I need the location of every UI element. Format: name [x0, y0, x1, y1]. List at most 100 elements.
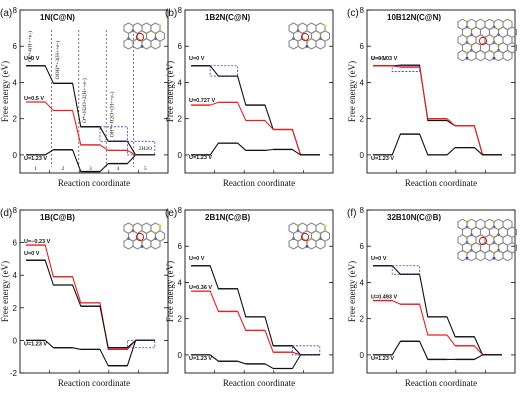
y-axis-label: Free energy (eV) — [347, 261, 357, 322]
active-site-marker — [135, 232, 145, 242]
active-site-marker — [300, 32, 310, 42]
nitrogen-atom — [305, 245, 309, 248]
intermediate-label: 2H2O — [139, 146, 152, 152]
graphene-bond — [502, 249, 513, 262]
y-tick-label: 8 — [178, 206, 183, 215]
step-number: 4 — [116, 166, 119, 172]
y-tick-label: 6 — [13, 42, 18, 51]
limiting-step-box — [391, 265, 420, 275]
panel-title: 10B12N(C@N) — [387, 13, 441, 22]
x-axis-label: Reaction coordinate — [223, 178, 295, 188]
step-number: 1 — [34, 166, 37, 172]
x-axis-label: Reaction coordinate — [223, 378, 295, 388]
intermediate-label: OH*+H2O+(H++e-) — [109, 91, 116, 137]
active-site-marker — [135, 32, 145, 42]
graphene-bond — [315, 237, 326, 250]
panel-title: 1B(C@B) — [40, 213, 75, 222]
x-axis-label: Reaction coordinate — [58, 178, 130, 188]
x-axis-label: Reaction coordinate — [58, 378, 130, 388]
limiting-step-box — [391, 65, 420, 72]
panel-label: (a) — [0, 8, 12, 19]
graphene-bond — [315, 37, 326, 50]
graphene-bond — [150, 37, 161, 50]
nitrogen-atom — [465, 256, 469, 260]
y-tick-label: 0 — [178, 151, 183, 160]
y-tick-label: 6 — [360, 242, 365, 251]
graphene-bond — [502, 49, 513, 62]
y-axis-label: Free energy (eV) — [165, 261, 175, 322]
y-tick-label: 0 — [178, 351, 183, 360]
y-tick-label: 8 — [178, 6, 183, 15]
step-number: 3 — [89, 166, 92, 172]
nitrogen-atom — [492, 256, 496, 260]
intermediate-label: OOH*+3(H++e-) — [54, 41, 61, 80]
panel-title: 2B1N(C@B) — [205, 213, 250, 222]
panel-2: 0 2 4 6 8 Reaction coordinate Free energy (eV)… — [165, 6, 334, 188]
plot-frame — [366, 9, 516, 174]
y-tick-label: 8 — [360, 6, 365, 15]
panel-label: (e) — [165, 208, 177, 219]
x-axis-label: Reaction coordinate — [405, 178, 477, 188]
step-number: 2 — [62, 166, 65, 172]
limiting-step-box — [127, 140, 156, 156]
y-tick-label: 4 — [13, 271, 18, 280]
y-tick-label: 2 — [360, 315, 365, 324]
potential-label: U=1.23 V — [24, 341, 47, 347]
y-tick-label: 0 — [13, 151, 18, 160]
y-axis-label: Free energy (eV) — [0, 61, 10, 122]
panel-label: (c) — [347, 8, 359, 19]
x-axis-label: Reaction coordinate — [405, 378, 477, 388]
potential-label: U=0 V — [371, 56, 387, 62]
potential-label: U=0 V — [189, 256, 205, 262]
boron-atom — [323, 224, 327, 228]
potential-label: U=0.36 V — [189, 285, 212, 291]
y-tick-label: 0 — [360, 151, 365, 160]
active-site-marker — [478, 36, 488, 46]
potential-label: U=1.23 V — [189, 155, 212, 161]
y-tick-label: 2 — [13, 304, 18, 313]
panel-6: 0 2 4 6 8 Reaction coordinate Free energy (eV)… — [347, 206, 518, 388]
nitrogen-atom — [305, 45, 309, 48]
panel-title: 1N(C@N) — [40, 13, 75, 22]
y-tick-label: 4 — [178, 278, 183, 287]
y-tick-label: 4 — [13, 78, 18, 87]
y-tick-label: 2 — [13, 115, 18, 124]
panel-5: 0 2 4 6 8 Reaction coordinate Free energy (eV)… — [165, 206, 334, 388]
y-tick-label: 0 — [360, 351, 365, 360]
potential-label: U=0 V — [189, 56, 205, 62]
potential-label: U=0 V — [371, 256, 387, 262]
panel-4: -2 0 2 4 6 8 Reaction coordinate Free energy (e… — [0, 206, 169, 388]
panel-1: 0 2 4 6 8 Reaction coordinate Free energy (eV)… — [0, 6, 169, 188]
y-tick-label: 4 — [360, 278, 365, 287]
y-tick-label: 0 — [13, 336, 18, 345]
nitrogen-atom — [140, 45, 144, 48]
limiting-step-box — [292, 345, 321, 356]
y-axis-label: Free energy (eV) — [347, 61, 357, 122]
potential-label: U=0 V — [24, 251, 40, 257]
y-tick-label: 6 — [178, 242, 183, 251]
plot-frame — [19, 209, 169, 374]
plot-frame — [366, 209, 516, 374]
potential-label: U=0.727 V — [189, 98, 215, 104]
y-tick-label: 6 — [178, 42, 183, 51]
potential-label: U=1.23 V — [371, 356, 394, 362]
y-tick-label: 6 — [360, 42, 365, 51]
panel-label: (b) — [165, 8, 177, 19]
potential-label: U=1.23 V — [189, 356, 212, 362]
potential-label: U=−0.23 V — [24, 239, 51, 245]
y-tick-label: 2 — [360, 115, 365, 124]
y-axis-label: Free energy (eV) — [165, 61, 175, 122]
y-tick-label: 8 — [13, 206, 18, 215]
panel-label: (d) — [0, 208, 12, 219]
step-number: 5 — [144, 166, 147, 172]
nitrogen-atom — [140, 245, 144, 248]
y-tick-label: 8 — [360, 206, 365, 215]
y-tick-label: 2 — [178, 115, 183, 124]
y-axis-label: Free energy (eV) — [0, 261, 10, 322]
boron-atom — [158, 24, 162, 27]
nitrogen-atom — [492, 56, 496, 60]
graphene-bond — [150, 237, 161, 250]
limiting-step-box — [209, 65, 238, 77]
y-tick-label: 4 — [178, 78, 183, 87]
